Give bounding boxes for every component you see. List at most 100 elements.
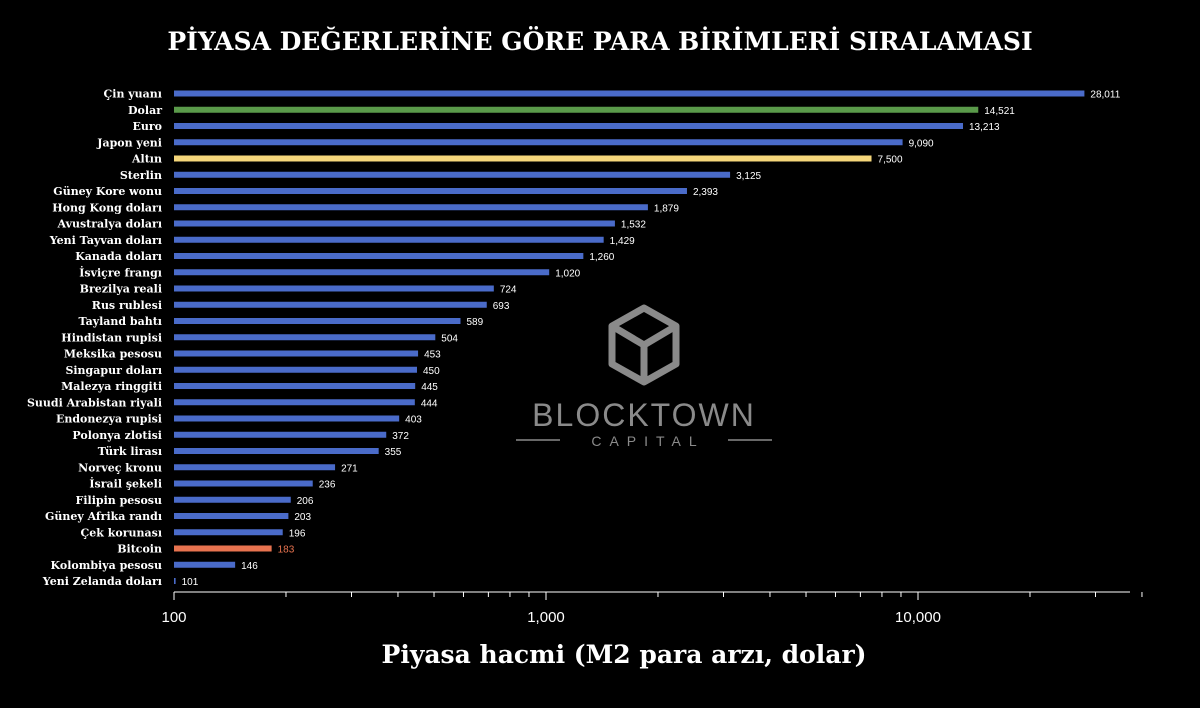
category-label: Tayland bahtı	[78, 315, 162, 328]
value-label: 101	[182, 577, 199, 588]
category-label: Avustralya doları	[56, 218, 162, 231]
value-label: 504	[441, 333, 458, 344]
value-label: 355	[385, 447, 402, 458]
x-tick-label: 100	[161, 609, 186, 626]
value-label: 453	[424, 350, 441, 361]
value-label: 236	[319, 480, 336, 491]
bar	[174, 415, 400, 422]
chart-title: PİYASA DEĞERLERİNE GÖRE PARA BİRİMLERİ S…	[167, 27, 1032, 56]
category-label: Kanada doları	[75, 250, 162, 263]
value-label: 28,011	[1090, 90, 1120, 101]
category-label: Norveç kronu	[78, 461, 162, 474]
bar	[174, 334, 436, 341]
value-label: 196	[289, 528, 306, 539]
category-label: Singapur doları	[65, 364, 162, 377]
bar	[174, 301, 487, 308]
bar	[174, 399, 415, 406]
bar	[174, 90, 1085, 97]
category-label: Rus rublesi	[92, 299, 162, 312]
category-label: İsviçre frangı	[79, 265, 162, 279]
value-label: 450	[423, 366, 440, 377]
bar-layer: Çin yuanı 28,011 Dolar 14,521 Euro 13,213 Japo…	[27, 88, 1121, 589]
bar	[174, 236, 604, 243]
bar	[174, 383, 416, 389]
category-label: Hindistan rupisi	[61, 331, 162, 344]
category-label: Altın	[131, 153, 162, 166]
watermark-name: BLOCKTOWN	[532, 397, 756, 433]
value-label: 1,879	[654, 203, 679, 214]
value-label: 445	[421, 382, 438, 393]
value-label: 724	[500, 285, 517, 296]
category-label: Sterlin	[120, 169, 162, 182]
value-label: 1,260	[589, 252, 614, 263]
category-label: Çek korunası	[81, 526, 162, 539]
value-label: 1,429	[610, 236, 635, 247]
value-label: 444	[421, 398, 438, 409]
bar	[174, 513, 289, 519]
bar	[174, 204, 648, 211]
x-tick-label: 1,000	[527, 609, 565, 626]
bar	[174, 139, 903, 146]
category-label: Polonya zlotisi	[72, 429, 162, 442]
value-label: 9,090	[909, 138, 934, 149]
value-label: 206	[297, 496, 314, 507]
category-label: Meksika pesosu	[64, 348, 162, 361]
watermark: BLOCKTOWN CAPITAL	[516, 304, 772, 449]
value-label: 1,532	[621, 220, 646, 231]
bar	[174, 188, 687, 194]
bar	[174, 155, 872, 162]
category-label: Euro	[132, 120, 162, 133]
bar	[174, 106, 979, 113]
category-label: Kolombiya pesosu	[51, 559, 162, 572]
value-label: 693	[493, 301, 510, 312]
bar	[174, 448, 379, 454]
x-tick-label: 10,000	[895, 609, 941, 626]
category-label: Yeni Zelanda doları	[42, 575, 162, 588]
category-label: Malezya ringgiti	[61, 380, 162, 393]
watermark-sub: CAPITAL	[591, 433, 704, 449]
bar	[174, 578, 176, 584]
value-label: 7,500	[878, 155, 903, 166]
value-label: 203	[294, 512, 311, 523]
bar	[174, 253, 584, 259]
value-label: 13,213	[969, 122, 1000, 133]
bar	[174, 171, 731, 178]
bar	[174, 123, 964, 129]
category-label: Endonezya rupisi	[56, 413, 162, 426]
category-label: Hong Kong doları	[52, 201, 162, 214]
category-label: Güney Afrika randı	[45, 510, 162, 523]
bar	[174, 318, 461, 324]
bar	[174, 220, 615, 227]
category-label: Dolar	[128, 104, 162, 117]
bar	[174, 496, 291, 503]
category-label: İsrail şekeli	[89, 477, 162, 491]
value-label: 3,125	[736, 171, 761, 182]
bar	[174, 480, 313, 487]
bar	[174, 431, 387, 438]
category-label: Yeni Tayvan doları	[49, 234, 162, 247]
value-label: 2,393	[693, 187, 718, 198]
category-label: Güney Kore wonu	[53, 185, 162, 198]
category-label: Çin yuanı	[104, 88, 162, 101]
category-label: Japon yeni	[96, 136, 162, 149]
category-label: Filipin pesosu	[76, 494, 162, 507]
category-label: Brezilya reali	[80, 283, 162, 296]
bar	[174, 464, 336, 471]
category-label: Türk lirası	[98, 445, 162, 458]
bar	[174, 269, 550, 276]
category-label: Bitcoin	[117, 543, 162, 556]
value-label: 271	[341, 463, 358, 474]
x-axis-label: Piyasa hacmi (M2 para arzı, dolar)	[382, 640, 867, 669]
bar	[174, 366, 417, 373]
tbc-cube-logo-icon	[608, 304, 680, 386]
category-label: Suudi Arabistan riyali	[27, 396, 162, 409]
value-label: 14,521	[984, 106, 1015, 117]
bar	[174, 350, 419, 357]
value-label: 146	[241, 561, 258, 572]
value-label: 403	[405, 415, 422, 426]
bar	[174, 529, 283, 536]
bar	[174, 285, 494, 292]
value-label: 589	[466, 317, 483, 328]
value-label: 372	[392, 431, 409, 442]
